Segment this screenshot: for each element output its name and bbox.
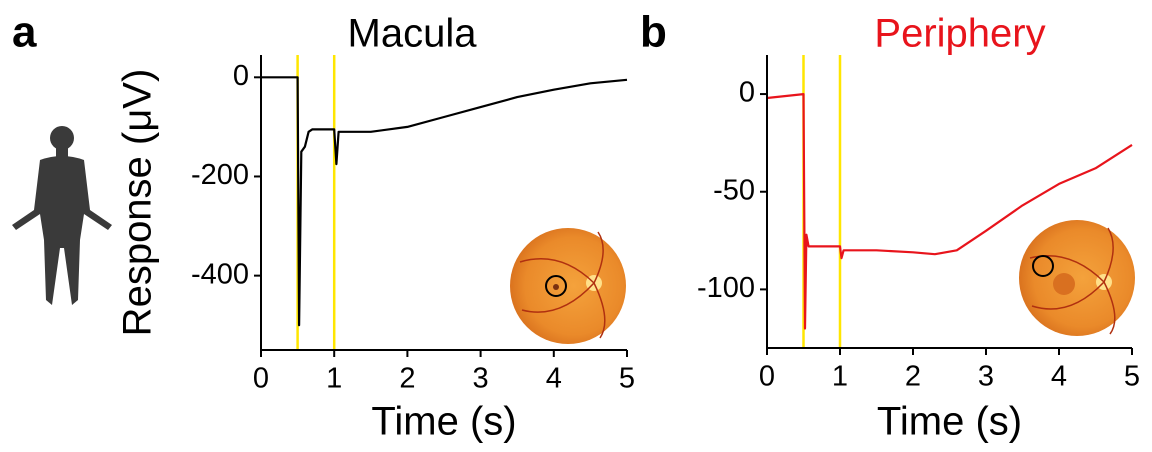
- data-line: [261, 76, 628, 327]
- x-tick-label: 5: [1124, 361, 1140, 393]
- x-tick-label: 0: [253, 363, 269, 395]
- y-tick-label: 0: [739, 77, 755, 109]
- y-axis-label: Response (μV): [116, 69, 160, 337]
- panel-label: b: [640, 8, 667, 57]
- retina-icon: [1019, 220, 1135, 336]
- panel-label: a: [12, 8, 37, 57]
- x-tick-label: 4: [1051, 361, 1067, 393]
- x-tick-label: 2: [399, 363, 415, 395]
- x-tick-label: 3: [473, 363, 489, 395]
- chart-title: Macula: [348, 12, 478, 56]
- y-tick-label: -50: [713, 174, 755, 206]
- y-tick-label: 0: [233, 60, 249, 92]
- x-tick-label: 3: [978, 361, 994, 393]
- x-tick-label: 2: [905, 361, 921, 393]
- x-tick-label: 0: [759, 361, 775, 393]
- y-tick-label: -200: [191, 159, 249, 191]
- human-icon: [12, 126, 112, 305]
- x-tick-label: 4: [546, 363, 562, 395]
- x-axis-label: Time (s): [371, 400, 516, 444]
- x-tick-label: 1: [832, 361, 848, 393]
- retina-icon: [510, 228, 626, 344]
- y-tick-label: -100: [697, 272, 755, 304]
- chart-title: Periphery: [874, 12, 1045, 56]
- x-tick-label: 1: [326, 363, 342, 395]
- x-axis-label: Time (s): [877, 400, 1022, 444]
- y-tick-label: -400: [191, 258, 249, 290]
- data-line: [766, 93, 1133, 330]
- x-tick-label: 5: [619, 363, 635, 395]
